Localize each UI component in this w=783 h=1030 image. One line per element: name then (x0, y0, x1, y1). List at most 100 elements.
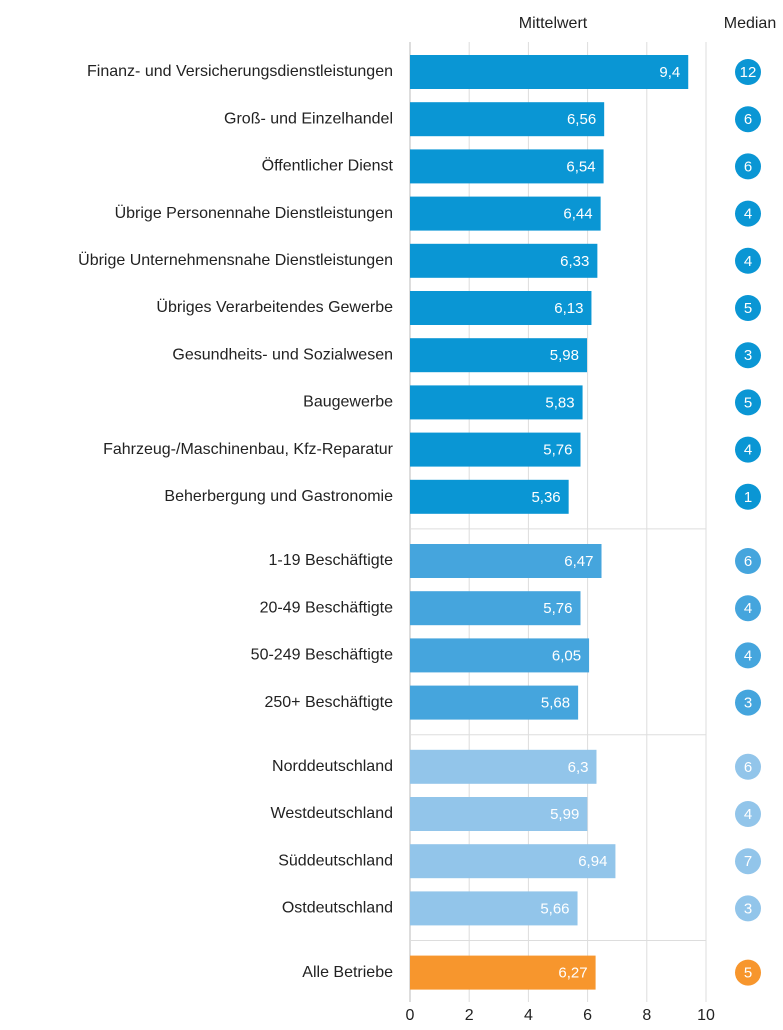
median-label: 4 (744, 442, 752, 459)
value-label: 5,68 (541, 695, 570, 712)
category-label: Groß- und Einzelhandel (224, 110, 393, 127)
value-label: 5,36 (531, 489, 560, 506)
category-label: Finanz- und Versicherungsdienstleistunge… (87, 63, 393, 80)
value-label: 6,05 (552, 647, 581, 664)
x-tick-label: 10 (697, 1007, 715, 1024)
median-marker (735, 642, 761, 669)
category-label: Ostdeutschland (282, 900, 393, 917)
median-label: 3 (744, 900, 752, 917)
value-label: 6,27 (558, 965, 587, 982)
median-label: 4 (744, 600, 752, 617)
median-marker (735, 753, 761, 780)
value-label: 6,54 (566, 158, 595, 175)
x-tick-label: 4 (524, 1007, 533, 1024)
median-marker (735, 247, 761, 274)
value-label: 5,98 (550, 347, 579, 364)
bar (410, 149, 604, 184)
median-marker (735, 200, 761, 227)
category-label: 250+ Beschäftigte (264, 694, 393, 711)
bar (410, 479, 569, 514)
median-marker (735, 548, 761, 574)
median-label: 6 (744, 111, 752, 128)
median-label: 4 (744, 206, 752, 223)
median-label: 4 (744, 647, 752, 664)
bar (410, 338, 588, 373)
category-label: Öffentlicher Dienst (262, 157, 394, 175)
series-header: Mittelwert (519, 15, 588, 32)
median-label: 6 (744, 158, 752, 175)
category-label: Übriges Verarbeitendes Gewerbe (156, 298, 393, 316)
bar (410, 844, 616, 879)
x-tick-label: 0 (406, 1007, 415, 1024)
category-label: Beherbergung und Gastronomie (164, 488, 393, 505)
category-label: 20-49 Beschäftigte (260, 599, 394, 616)
category-label: 1-19 Beschäftigte (268, 552, 393, 569)
median-label: 12 (740, 64, 757, 81)
value-label: 5,76 (543, 442, 572, 459)
median-label: 6 (744, 759, 752, 776)
value-label: 6,47 (564, 553, 593, 570)
bar (410, 638, 590, 673)
x-tick-label: 2 (465, 1007, 474, 1024)
value-label: 5,66 (540, 900, 569, 917)
median-label: 1 (744, 489, 752, 506)
bar (410, 102, 605, 137)
category-label: Fahrzeug-/Maschinenbau, Kfz-Reparatur (103, 441, 394, 458)
value-label: 6,33 (560, 253, 589, 270)
bar (410, 291, 592, 325)
median-label: 7 (744, 853, 752, 870)
value-label: 6,3 (568, 759, 589, 776)
median-label: 3 (744, 347, 752, 364)
value-label: 9,4 (659, 64, 680, 81)
category-label: 50-249 Beschäftigte (251, 647, 393, 664)
category-label: Gesundheits- und Sozialwesen (172, 346, 393, 363)
median-marker (735, 106, 761, 133)
value-label: 6,56 (567, 111, 596, 128)
category-label: Übrige Personennahe Dienstleistungen (115, 204, 393, 222)
category-label: Norddeutschland (272, 758, 393, 775)
bar (410, 385, 583, 420)
value-label: 5,99 (550, 806, 579, 823)
median-label: 5 (744, 965, 752, 982)
median-marker (735, 59, 761, 85)
median-marker (735, 959, 761, 986)
median-marker (735, 436, 761, 463)
bar (410, 591, 581, 626)
value-label: 6,13 (554, 300, 583, 317)
median-marker (735, 801, 761, 827)
bar (410, 196, 601, 231)
median-marker (735, 153, 761, 180)
category-label: Westdeutschland (271, 805, 393, 822)
category-label: Süddeutschland (278, 852, 393, 869)
bar (410, 891, 578, 926)
median-marker (735, 342, 761, 369)
value-label: 6,44 (563, 206, 592, 223)
median-marker (735, 295, 761, 321)
category-label: Baugewerbe (303, 394, 393, 411)
median-marker (735, 483, 761, 510)
bar (410, 243, 598, 278)
median-marker (735, 689, 761, 716)
median-marker (735, 895, 761, 922)
category-label: Übrige Unternehmensnahe Dienstleistungen (78, 251, 393, 269)
median-label: 6 (744, 553, 752, 570)
median-label: 3 (744, 695, 752, 712)
median-label: 4 (744, 253, 752, 270)
median-marker (735, 389, 761, 416)
median-label: 4 (744, 806, 752, 823)
category-label: Alle Betriebe (302, 964, 393, 981)
x-tick-label: 8 (642, 1007, 651, 1024)
value-label: 5,83 (545, 394, 574, 411)
x-tick-label: 6 (583, 1007, 592, 1024)
value-label: 6,94 (578, 853, 607, 870)
bar (410, 544, 602, 578)
value-label: 5,76 (543, 600, 572, 617)
bar (410, 749, 597, 784)
median-label: 5 (744, 300, 752, 317)
median-marker (735, 595, 761, 622)
bar (410, 685, 579, 720)
bar (410, 432, 581, 467)
series-header: Median (724, 15, 776, 32)
bar (410, 797, 588, 831)
